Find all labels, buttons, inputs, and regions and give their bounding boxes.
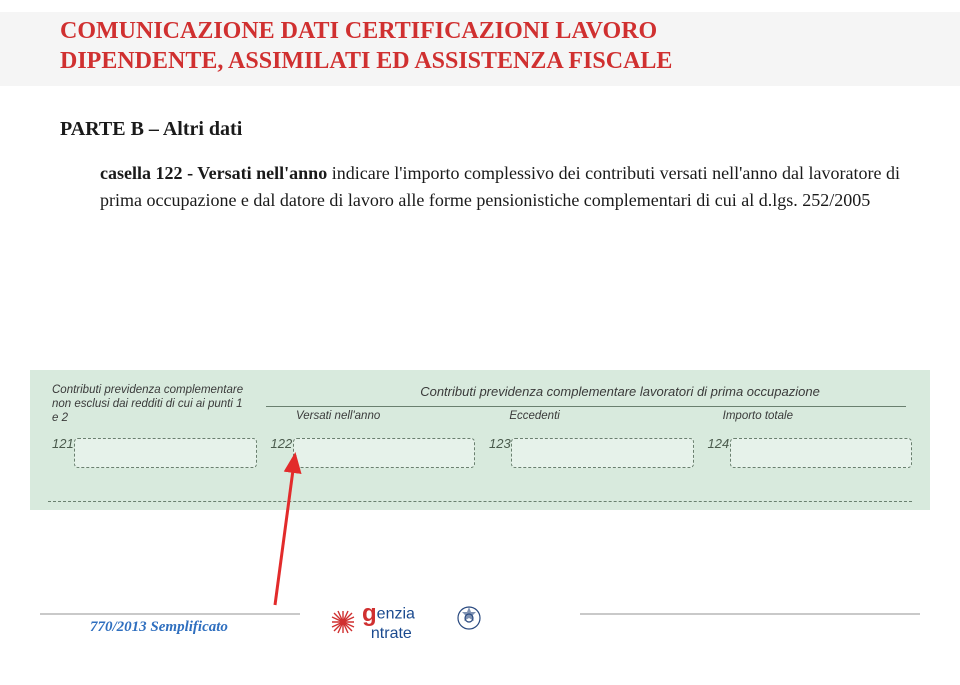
state-emblem-icon — [456, 605, 482, 631]
footer: 770/2013 Semplificato genzia ntrate — [0, 609, 960, 645]
sub-labels-row: Versati nell'anno Eccedenti Importo tota… — [266, 410, 906, 422]
field-box-123[interactable] — [511, 438, 694, 468]
title-line-2: DIPENDENTE, ASSIMILATI ED ASSISTENZA FIS… — [60, 48, 672, 74]
logo-line2: ntrate — [371, 625, 412, 642]
footer-rule-right — [580, 613, 920, 615]
logo-line1: enzia — [377, 606, 415, 623]
logo-text: genzia ntrate — [362, 603, 415, 641]
field-num-121: 121 — [52, 436, 74, 451]
slide-page: COMUNICAZIONE DATI CERTIFICAZIONI LAVORO… — [0, 0, 960, 685]
group-rule — [266, 406, 906, 407]
body-lead: casella 122 - Versati nell'anno — [100, 163, 327, 183]
left-column-label: Contributi previdenza complementare non … — [52, 384, 252, 425]
strip-header: Contributi previdenza complementare non … — [48, 384, 912, 430]
logo-g-letter: g — [362, 603, 377, 626]
sub-label-1: Eccedenti — [479, 410, 692, 422]
page-title: COMUNICAZIONE DATI CERTIFICAZIONI LAVORO… — [60, 16, 900, 76]
body-paragraph: casella 122 - Versati nell'anno indicare… — [100, 160, 900, 214]
callout-arrow — [120, 430, 320, 610]
left-label-line1: Contributi previdenza complementare — [52, 384, 243, 396]
title-band: COMUNICAZIONE DATI CERTIFICAZIONI LAVORO… — [0, 12, 960, 86]
field-num-123: 123 — [489, 436, 511, 451]
left-label-line2: non esclusi dai redditi di cui ai punti … — [52, 398, 243, 424]
group-label: Contributi previdenza complementare lavo… — [328, 384, 912, 399]
field-num-124: 124 — [708, 436, 730, 451]
sub-label-0: Versati nell'anno — [266, 410, 479, 422]
section-heading: PARTE B – Altri dati — [60, 118, 242, 141]
field-box-124[interactable] — [730, 438, 913, 468]
footer-text: 770/2013 Semplificato — [90, 619, 228, 636]
title-line-1: COMUNICAZIONE DATI CERTIFICAZIONI LAVORO — [60, 18, 657, 44]
agenzia-entrate-logo: genzia ntrate — [330, 603, 415, 641]
footer-rule-left — [40, 613, 300, 615]
logo-burst-icon — [330, 609, 356, 635]
sub-label-2: Importo totale — [693, 410, 906, 422]
